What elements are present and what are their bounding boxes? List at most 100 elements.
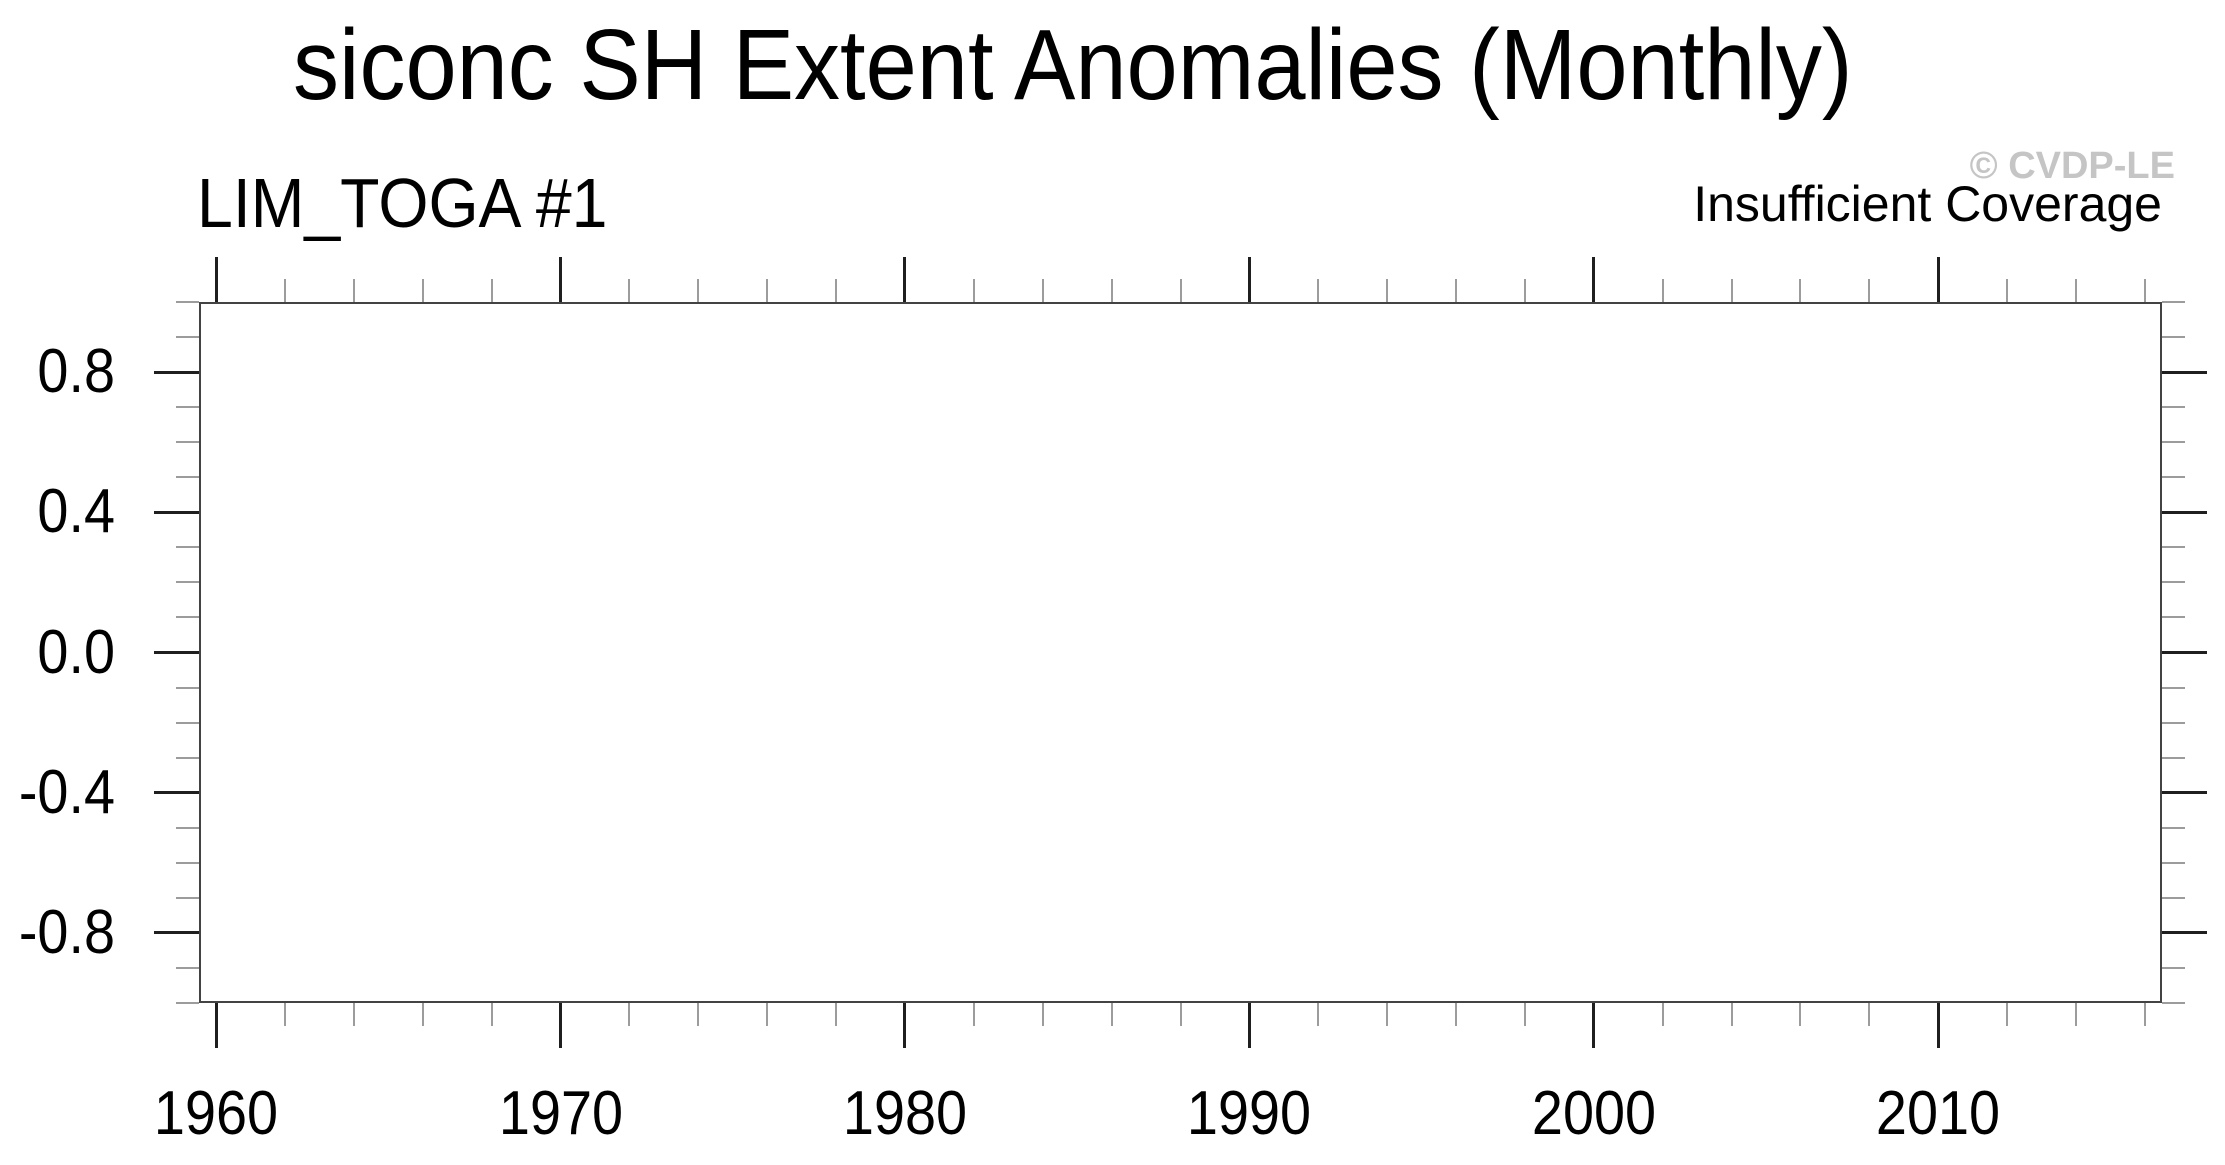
x-tick-label: 1980 <box>842 1079 968 1148</box>
y-minor-tick <box>176 546 199 548</box>
y-major-tick <box>154 931 199 934</box>
x-minor-tick <box>766 1003 768 1026</box>
x-major-tick <box>1592 1003 1595 1048</box>
x-minor-tick <box>422 1003 424 1026</box>
x-minor-tick <box>353 1003 355 1026</box>
x-minor-tick <box>1386 1003 1388 1026</box>
x-minor-tick <box>697 1003 699 1026</box>
x-minor-tick <box>491 1003 493 1026</box>
x-minor-tick <box>284 1003 286 1026</box>
y-major-tick <box>2162 371 2207 374</box>
x-minor-tick <box>1524 1003 1526 1026</box>
x-minor-tick <box>628 1003 630 1026</box>
x-minor-tick <box>1455 1003 1457 1026</box>
x-major-tick <box>559 257 562 302</box>
x-minor-tick <box>2144 1003 2146 1026</box>
x-minor-tick <box>1731 1003 1733 1026</box>
y-minor-tick <box>2162 687 2185 689</box>
x-minor-tick <box>1180 279 1182 302</box>
y-minor-tick <box>2162 406 2185 408</box>
y-minor-tick <box>176 476 199 478</box>
x-major-tick <box>559 1003 562 1048</box>
x-minor-tick <box>353 279 355 302</box>
x-minor-tick <box>1868 1003 1870 1026</box>
x-minor-tick <box>1799 279 1801 302</box>
x-major-tick <box>215 257 218 302</box>
x-minor-tick <box>1180 1003 1182 1026</box>
x-minor-tick <box>1662 1003 1664 1026</box>
x-minor-tick <box>2075 1003 2077 1026</box>
x-minor-tick <box>1111 279 1113 302</box>
watermark-label: © CVDP-LE <box>1969 145 2175 187</box>
y-minor-tick <box>2162 336 2185 338</box>
x-minor-tick <box>2006 1003 2008 1026</box>
x-minor-tick <box>491 279 493 302</box>
chart-title: siconc SH Extent Anomalies (Monthly) <box>293 9 1853 121</box>
x-major-tick <box>1248 1003 1251 1048</box>
y-minor-tick <box>2162 1002 2185 1004</box>
y-tick-label: -0.8 <box>18 898 116 967</box>
y-major-tick <box>2162 791 2207 794</box>
x-tick-label: 1990 <box>1186 1079 1312 1148</box>
x-minor-tick <box>1317 1003 1319 1026</box>
y-minor-tick <box>176 441 199 443</box>
x-minor-tick <box>284 279 286 302</box>
y-minor-tick <box>2162 827 2185 829</box>
x-minor-tick <box>697 279 699 302</box>
x-major-tick <box>903 1003 906 1048</box>
x-tick-label: 1960 <box>153 1079 279 1148</box>
x-minor-tick <box>835 1003 837 1026</box>
y-minor-tick <box>176 862 199 864</box>
x-minor-tick <box>1455 279 1457 302</box>
y-minor-tick <box>2162 546 2185 548</box>
x-tick-label: 2000 <box>1531 1079 1657 1148</box>
y-minor-tick <box>2162 757 2185 759</box>
x-tick-label: 2010 <box>1875 1079 2001 1148</box>
y-minor-tick <box>2162 862 2185 864</box>
x-minor-tick <box>973 279 975 302</box>
y-minor-tick <box>176 827 199 829</box>
x-minor-tick <box>1799 1003 1801 1026</box>
x-minor-tick <box>1524 279 1526 302</box>
y-major-tick <box>2162 511 2207 514</box>
x-minor-tick <box>1386 279 1388 302</box>
coverage-status-note: Insufficient Coverage <box>1693 176 2162 232</box>
x-minor-tick <box>973 1003 975 1026</box>
y-major-tick <box>154 651 199 654</box>
plot-area <box>199 302 2162 1003</box>
y-major-tick <box>154 371 199 374</box>
x-minor-tick <box>1317 279 1319 302</box>
x-minor-tick <box>2006 279 2008 302</box>
x-minor-tick <box>766 279 768 302</box>
x-major-tick <box>1248 257 1251 302</box>
y-minor-tick <box>2162 967 2185 969</box>
y-minor-tick <box>176 581 199 583</box>
y-minor-tick <box>176 301 199 303</box>
x-minor-tick <box>2075 279 2077 302</box>
y-minor-tick <box>176 336 199 338</box>
y-minor-tick <box>176 406 199 408</box>
x-minor-tick <box>2144 279 2146 302</box>
y-minor-tick <box>2162 616 2185 618</box>
y-minor-tick <box>176 1002 199 1004</box>
x-major-tick <box>903 257 906 302</box>
y-tick-label: 0.0 <box>37 618 115 687</box>
y-minor-tick <box>176 967 199 969</box>
y-minor-tick <box>176 722 199 724</box>
x-tick-label: 1970 <box>498 1079 624 1148</box>
y-major-tick <box>154 791 199 794</box>
y-minor-tick <box>2162 301 2185 303</box>
x-minor-tick <box>628 279 630 302</box>
x-major-tick <box>1592 257 1595 302</box>
y-tick-label: 0.8 <box>37 337 115 406</box>
x-major-tick <box>1937 257 1940 302</box>
x-minor-tick <box>1868 279 1870 302</box>
y-minor-tick <box>176 757 199 759</box>
y-minor-tick <box>176 897 199 899</box>
y-major-tick <box>2162 651 2207 654</box>
y-major-tick <box>154 511 199 514</box>
x-minor-tick <box>835 279 837 302</box>
x-minor-tick <box>1042 279 1044 302</box>
y-minor-tick <box>176 616 199 618</box>
